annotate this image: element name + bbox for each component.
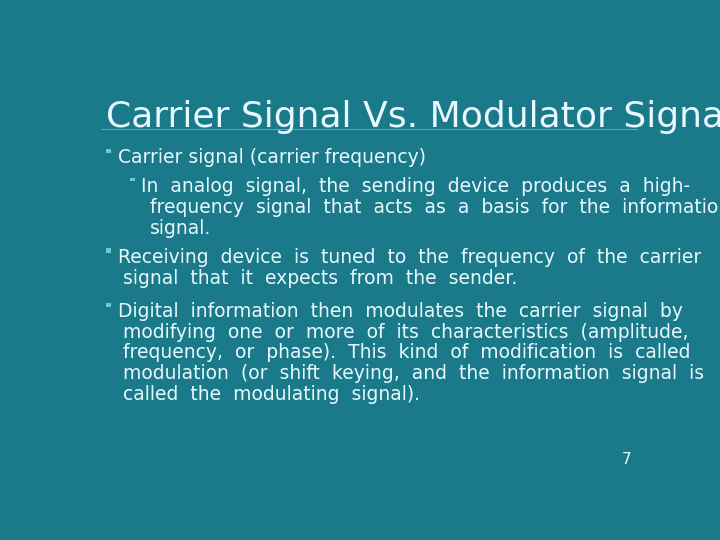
Text: frequency,  or  phase).  This  kind  of  modification  is  called: frequency, or phase). This kind of modif…	[124, 343, 691, 362]
Text: In  analog  signal,  the  sending  device  produces  a  high-: In analog signal, the sending device pro…	[141, 177, 690, 196]
Bar	[106, 148, 111, 153]
Text: modifying  one  or  more  of  its  characteristics  (amplitude,: modifying one or more of its characteris…	[124, 322, 689, 342]
Bar	[130, 178, 135, 181]
Text: Digital  information  then  modulates  the  carrier  signal  by: Digital information then modulates the c…	[118, 302, 683, 321]
Bar	[106, 248, 111, 253]
Text: Carrier signal (carrier frequency): Carrier signal (carrier frequency)	[118, 148, 426, 167]
Text: Carrier Signal Vs. Modulator Signals: Carrier Signal Vs. Modulator Signals	[106, 100, 720, 134]
Text: called  the  modulating  signal).: called the modulating signal).	[124, 385, 420, 404]
Text: signal.: signal.	[150, 219, 211, 238]
Text: signal  that  it  expects  from  the  sender.: signal that it expects from the sender.	[124, 268, 518, 287]
Text: modulation  (or  shift  keying,  and  the  information  signal  is: modulation (or shift keying, and the inf…	[124, 364, 705, 383]
Text: Receiving  device  is  tuned  to  the  frequency  of  the  carrier: Receiving device is tuned to the frequen…	[118, 248, 701, 267]
Text: 7: 7	[621, 453, 631, 467]
Bar	[106, 302, 111, 307]
Text: frequency  signal  that  acts  as  a  basis  for  the  information: frequency signal that acts as a basis fo…	[150, 198, 720, 217]
